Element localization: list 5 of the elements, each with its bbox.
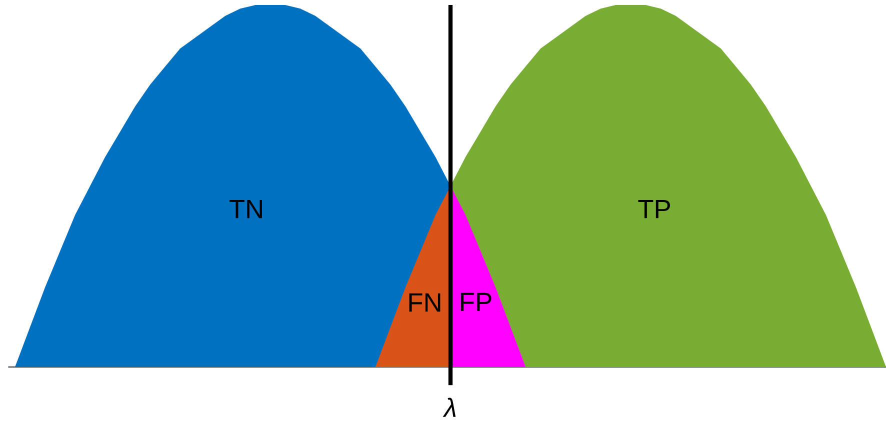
series-label: TN xyxy=(230,200,262,218)
series-label: TP xyxy=(638,200,670,218)
series-label: FN xyxy=(409,293,440,312)
series-label: FP xyxy=(461,292,492,312)
text: λ xyxy=(442,398,456,417)
